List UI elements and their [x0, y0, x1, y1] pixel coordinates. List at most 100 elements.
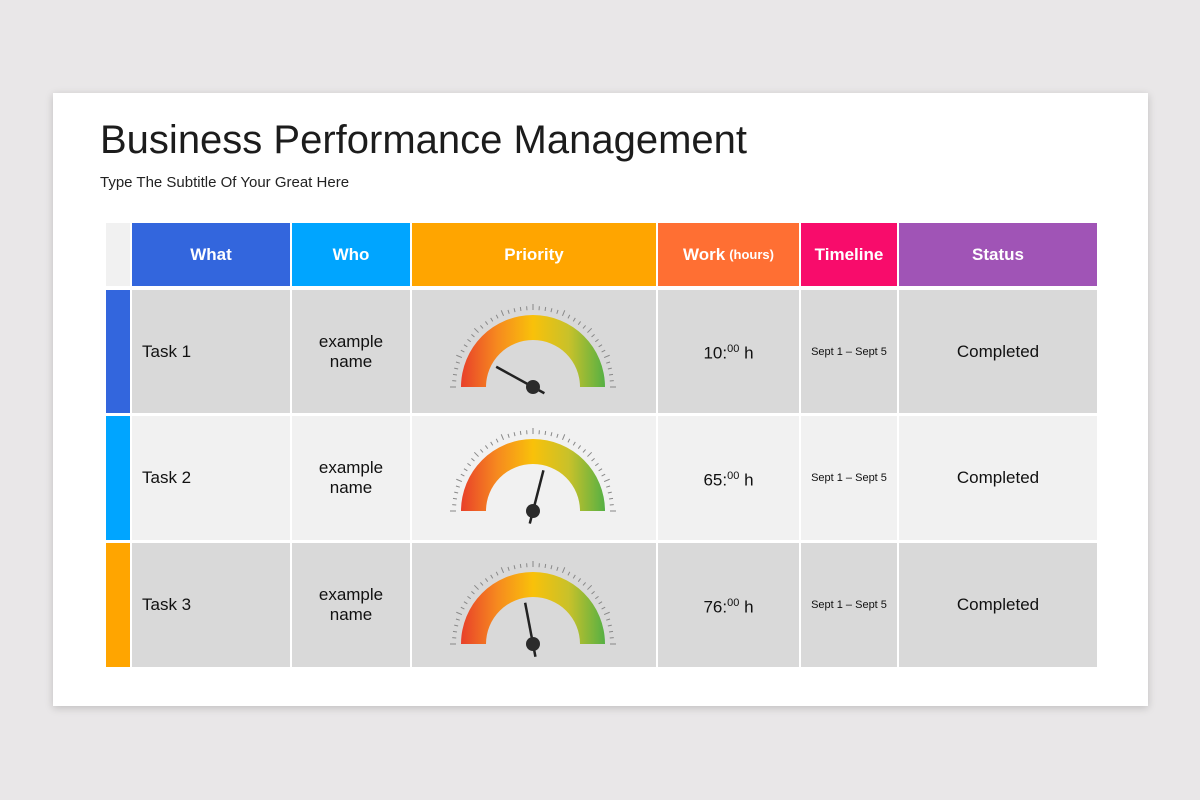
- gauge-tick: [556, 566, 559, 571]
- gauge-tick: [544, 430, 547, 436]
- gauge-tick: [454, 624, 459, 627]
- gauge-tick: [513, 308, 516, 313]
- gauge-tick: [484, 445, 489, 449]
- page-subtitle: Type The Subtitle Of Your Great Here: [100, 174, 350, 191]
- row-stripe: [106, 290, 130, 413]
- gauge-tick: [463, 468, 468, 472]
- gauge-tick: [507, 566, 510, 571]
- gauge-hub: [526, 637, 540, 651]
- unit: h: [739, 597, 754, 617]
- timeline-range: Sept 1 – Sept 5: [811, 345, 887, 358]
- gauge-tick: [544, 306, 547, 312]
- gauge-tick: [562, 434, 566, 441]
- gauge-tick: [556, 433, 559, 438]
- assignee-name: example name: [318, 585, 384, 624]
- gauge-tick: [595, 338, 599, 343]
- status-text: Completed: [956, 341, 1040, 361]
- gauge-tick: [591, 334, 595, 338]
- status-text: Completed: [956, 468, 1040, 487]
- cell-what: Task 2: [132, 416, 290, 540]
- gauge-tick: [607, 367, 612, 370]
- gauge-tick: [606, 618, 611, 621]
- gauge-tick: [460, 473, 465, 477]
- gauge-tick: [577, 445, 582, 449]
- assignee-name: example name: [318, 458, 384, 497]
- gauge-tick: [550, 565, 553, 570]
- gauge-tick: [480, 449, 484, 453]
- gauge-tick: [500, 310, 504, 317]
- gauge-tick: [582, 582, 586, 586]
- gauge-tick: [519, 306, 522, 312]
- gauge-tick: [587, 451, 593, 457]
- gauge-tick: [582, 325, 586, 329]
- gauge-tick: [601, 606, 606, 610]
- gauge-tick: [480, 325, 484, 329]
- gauge-tick: [572, 317, 576, 322]
- gauge-tick: [587, 584, 593, 590]
- gauge-tick: [452, 497, 458, 500]
- gauge-tick: [519, 563, 522, 569]
- unit: h: [739, 343, 754, 363]
- gauge-tick: [577, 578, 582, 582]
- gauge-tick: [606, 485, 611, 488]
- cell-priority: [412, 416, 656, 540]
- gauge-tick: [608, 497, 614, 500]
- header-priority: Priority: [412, 223, 656, 286]
- gauge-tick: [507, 433, 510, 438]
- priority-gauge: [450, 561, 616, 658]
- gauge-tick: [480, 582, 484, 586]
- page-title: Business Performance Management: [100, 118, 747, 162]
- gauge-tick: [567, 571, 571, 576]
- gauge-hub: [526, 380, 540, 394]
- task-name: Task 2: [142, 468, 192, 487]
- gauge-tick: [603, 478, 610, 482]
- minutes: 00: [727, 596, 740, 609]
- gauge-tick: [463, 601, 468, 605]
- gauge-tick: [607, 491, 612, 494]
- cell-timeline: Sept 1 – Sept 5: [801, 543, 897, 667]
- gauge-tick: [463, 344, 468, 348]
- gauge-tick: [473, 451, 479, 457]
- gauge-tick: [460, 349, 465, 353]
- gauge-tick: [582, 449, 586, 453]
- gauge-tick: [471, 334, 475, 338]
- gauge-tick: [513, 432, 516, 437]
- gauge-tick: [577, 321, 582, 325]
- cell-work: 10:00 h: [658, 290, 799, 413]
- minutes: 00: [727, 469, 740, 482]
- gauge-tick: [550, 308, 553, 313]
- gauge-tick: [471, 458, 475, 462]
- timeline-range: Sept 1 – Sept 5: [811, 599, 887, 611]
- cell-work: 76:00 h: [658, 543, 799, 667]
- minutes: 00: [727, 343, 740, 356]
- timeline-range: Sept 1 – Sept 5: [811, 472, 887, 484]
- gauge-tick: [495, 571, 499, 576]
- gauge-tick: [452, 373, 458, 376]
- gauge-tick: [456, 478, 463, 482]
- corner-cell: [106, 223, 130, 286]
- gauge-tick: [603, 354, 610, 358]
- cell-who: example name: [292, 290, 410, 413]
- gauge-tick: [562, 567, 566, 574]
- gauge-tick: [467, 338, 471, 343]
- cell-who: example name: [292, 416, 410, 540]
- gauge-tick: [473, 584, 479, 590]
- gauge-tick: [567, 314, 571, 319]
- gauge-tick: [452, 630, 458, 633]
- gauge-tick: [455, 485, 460, 488]
- gauge-tick: [490, 574, 494, 579]
- gauge-tick: [556, 309, 559, 314]
- gauge-tick: [484, 578, 489, 582]
- work-hours: 65:00 h: [703, 466, 753, 491]
- row-stripe: [106, 416, 130, 540]
- header-status: Status: [899, 223, 1097, 286]
- priority-gauge: [450, 304, 616, 395]
- gauge-tick: [595, 595, 599, 600]
- task-name: Task 1: [142, 341, 192, 361]
- gauge-tick: [473, 327, 479, 333]
- work-hours: 10:00 h: [703, 339, 753, 364]
- gauge-tick: [601, 349, 606, 353]
- gauge-tick: [456, 354, 463, 358]
- assignee-name: example name: [318, 331, 384, 371]
- gauge-tick: [484, 321, 489, 325]
